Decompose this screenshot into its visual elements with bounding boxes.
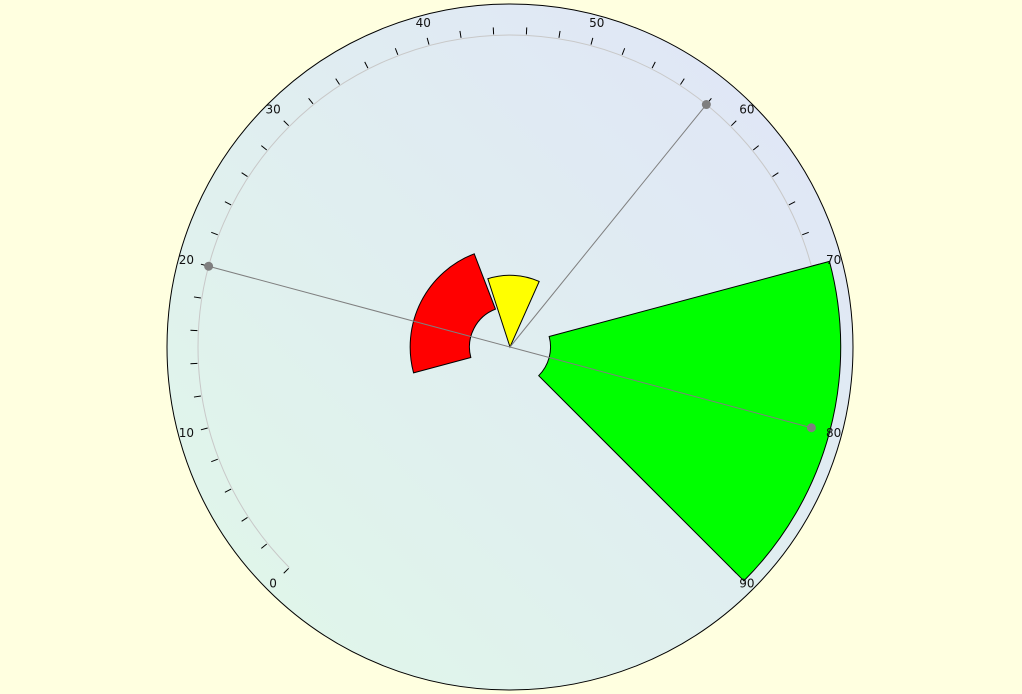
tick-mark — [558, 30, 561, 38]
tick-mark — [752, 145, 760, 151]
tick-label-30: 30 — [265, 103, 280, 117]
tick-mark — [260, 145, 268, 151]
needle-0 — [208, 265, 511, 348]
tick-mark — [308, 97, 314, 105]
tick-mark — [590, 37, 594, 45]
tick-mark — [788, 201, 796, 206]
tick-mark — [193, 395, 201, 398]
tick-label-70: 70 — [826, 253, 841, 267]
tick-mark — [651, 61, 656, 69]
tick-label-10: 10 — [179, 426, 194, 440]
tick-mark — [241, 172, 248, 177]
needles — [204, 100, 816, 433]
tick-mark — [335, 78, 340, 85]
range-band-2 — [537, 260, 842, 582]
tick-mark — [680, 78, 685, 85]
tick-label-0: 0 — [269, 576, 277, 590]
tick-mark — [211, 231, 218, 236]
needle-knob-2 — [806, 423, 816, 433]
range-band-0 — [409, 253, 497, 374]
tick-mark — [426, 37, 430, 45]
tick-mark — [283, 567, 290, 574]
tick-mark — [364, 61, 369, 69]
tick-mark — [200, 427, 208, 431]
needle-knob-1 — [701, 100, 711, 110]
tick-mark — [772, 172, 779, 177]
tick-mark — [394, 48, 399, 55]
tick-mark — [283, 120, 290, 127]
tick-label-90: 90 — [739, 576, 754, 590]
range-band-1 — [487, 274, 540, 349]
tick-mark — [260, 543, 268, 549]
needle-2 — [509, 346, 812, 429]
needle-1 — [509, 104, 707, 348]
tick-label-80: 80 — [826, 426, 841, 440]
tick-mark — [621, 48, 626, 55]
tick-mark — [802, 231, 809, 236]
tick-label-50: 50 — [589, 16, 604, 30]
tick-mark — [224, 488, 232, 493]
tick-mark — [193, 296, 201, 299]
range-bands — [409, 253, 842, 582]
tick-mark — [730, 120, 737, 127]
tick-labels: 0 10 20 30 40 50 60 70 80 90 — [179, 16, 841, 590]
tick-mark — [241, 517, 248, 522]
needle-knob-0 — [204, 261, 214, 271]
tick-label-40: 40 — [416, 16, 431, 30]
tick-mark — [459, 30, 462, 38]
tick-mark — [211, 458, 218, 463]
tick-label-60: 60 — [739, 103, 754, 117]
tick-label-20: 20 — [179, 253, 194, 267]
tick-mark — [224, 201, 232, 206]
